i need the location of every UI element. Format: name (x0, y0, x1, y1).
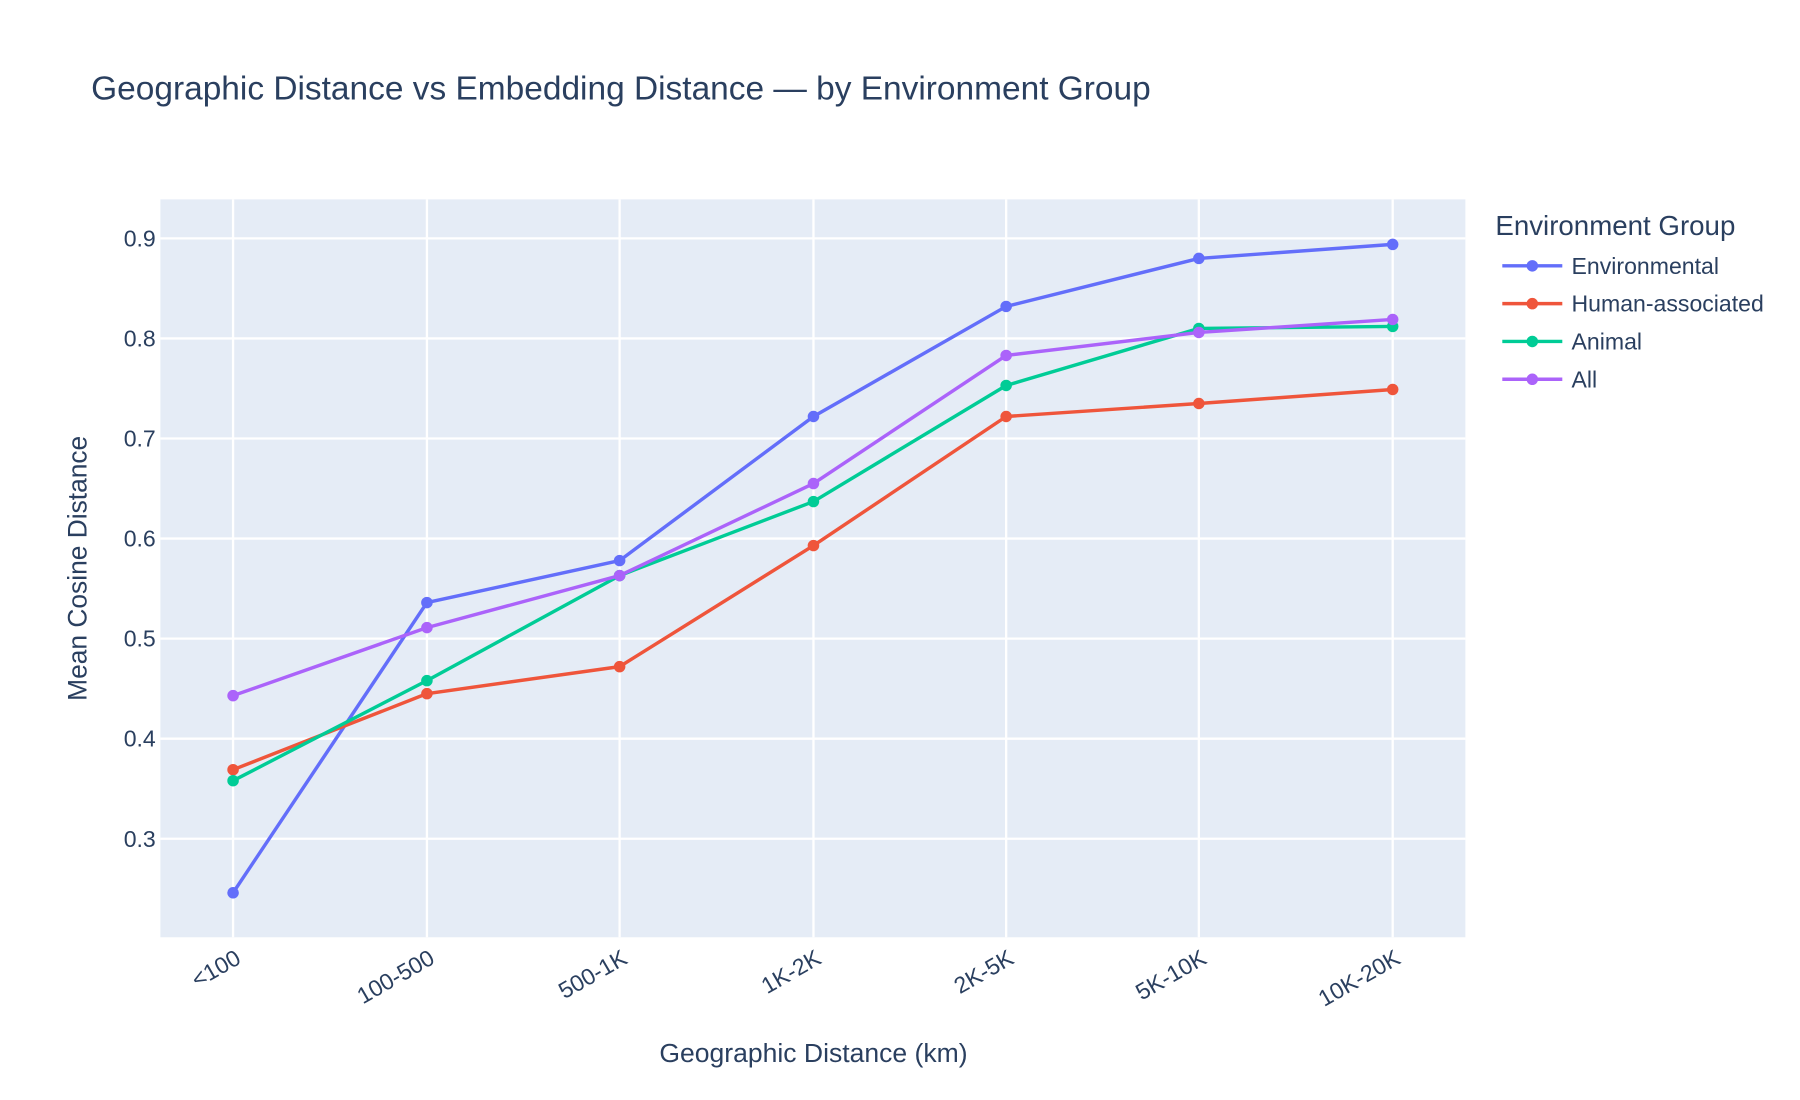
legend-item: Animal (1502, 329, 1643, 355)
legend-marker (1526, 373, 1539, 385)
legend-marker (1526, 260, 1539, 272)
data-point (421, 674, 433, 687)
data-point (613, 569, 626, 582)
x-tick-label: 5K-10K (1131, 944, 1211, 1005)
legend-title: Environment Group (1495, 210, 1735, 241)
legend-marker (1526, 297, 1539, 310)
legend-item: All (1502, 366, 1597, 392)
data-point (227, 887, 239, 899)
data-point (227, 689, 239, 702)
data-point (1386, 383, 1399, 396)
legend-label: All (1572, 366, 1598, 392)
legend: Environment Group Environmental Human-ass… (1495, 210, 1763, 392)
data-point (1386, 313, 1399, 326)
data-point (613, 660, 626, 673)
data-point (1000, 300, 1012, 313)
x-tick-label: 10K-20K (1314, 944, 1405, 1011)
y-tick-label: 0.7 (124, 426, 156, 452)
y-tick-label: 0.8 (124, 326, 156, 352)
data-point (807, 477, 820, 490)
data-point (1000, 410, 1012, 423)
series-human-associated (227, 383, 1399, 776)
data-point (421, 687, 433, 700)
legend-marker (1526, 335, 1539, 348)
legend-label: Environmental (1572, 253, 1719, 279)
x-tick-label: 500-1K (554, 944, 632, 1004)
data-point (421, 596, 433, 609)
x-tick-label: 100-500 (352, 944, 438, 1008)
data-point (1193, 326, 1205, 339)
series-environmental (227, 238, 1399, 899)
legend-label: Animal (1572, 329, 1643, 355)
y-tick-label: 0.5 (124, 626, 156, 652)
data-point (1193, 252, 1205, 265)
data-point (807, 410, 820, 423)
data-point (807, 495, 820, 508)
x-tick-label: <100 (187, 944, 245, 992)
legend-item: Environmental (1502, 253, 1719, 279)
series-group (227, 238, 1399, 899)
data-point (807, 539, 820, 552)
data-point (613, 554, 626, 567)
y-tick-label: 0.3 (124, 826, 156, 852)
data-point (1386, 238, 1399, 251)
legend-label: Human-associated (1572, 291, 1764, 317)
y-tick-label: 0.4 (124, 726, 156, 752)
data-point (1193, 397, 1205, 410)
x-axis-label: Geographic Distance (km) (659, 1038, 967, 1068)
chart-title: Geographic Distance vs Embedding Distanc… (91, 71, 1151, 108)
data-point (421, 621, 433, 634)
gridlines (160, 199, 1466, 938)
x-tick-label: 2K-5K (949, 944, 1018, 999)
x-axis-ticks: <100 100-500 500-1K 1K-2K 2K-5K 5K-10K 10K-20K (187, 944, 1405, 1011)
y-axis-label: Mean Cosine Distance (62, 436, 92, 701)
data-point (1000, 379, 1012, 392)
y-tick-label: 0.9 (124, 225, 156, 251)
data-point (227, 774, 239, 787)
y-axis-ticks: 0.3 0.4 0.5 0.6 0.7 0.8 0.9 (124, 225, 156, 851)
data-point (227, 763, 239, 776)
series-all (227, 313, 1399, 702)
legend-item: Human-associated (1502, 291, 1764, 317)
y-tick-label: 0.6 (124, 526, 156, 552)
data-point (1000, 349, 1012, 362)
x-tick-label: 1K-2K (757, 944, 826, 999)
